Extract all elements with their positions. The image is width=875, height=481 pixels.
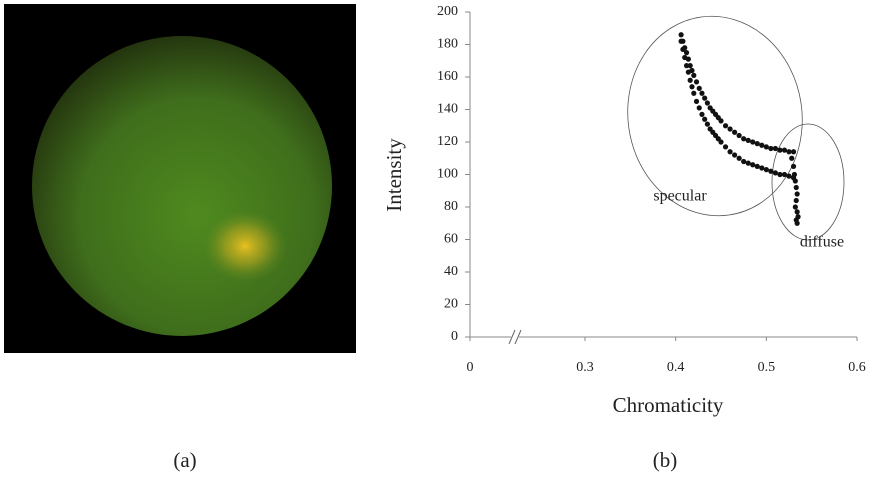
point	[741, 136, 746, 141]
y-tick-label: 120	[437, 134, 458, 149]
point	[782, 172, 787, 177]
x-tick-label: 0.6	[848, 360, 866, 375]
point	[694, 79, 699, 84]
point	[732, 130, 737, 135]
point	[679, 32, 684, 37]
caption: (a)	[173, 448, 196, 472]
point	[705, 122, 710, 127]
x-axis-label: Chromaticity	[613, 393, 724, 417]
annotation: specular	[653, 188, 707, 205]
point	[694, 99, 699, 104]
point	[750, 162, 755, 167]
point	[682, 55, 687, 60]
y-tick-label: 160	[437, 69, 458, 84]
point	[737, 133, 742, 138]
point	[723, 144, 728, 149]
point	[793, 204, 798, 209]
point	[786, 149, 791, 154]
point	[794, 185, 799, 190]
y-tick-label: 20	[444, 297, 458, 312]
point	[680, 47, 685, 52]
point	[764, 144, 769, 149]
point	[759, 143, 764, 148]
point	[723, 123, 728, 128]
point	[759, 165, 764, 170]
point	[697, 105, 702, 110]
point	[718, 139, 723, 144]
point	[691, 73, 696, 78]
y-axis-label: Intensity	[382, 138, 406, 212]
point	[764, 167, 769, 172]
point	[755, 164, 760, 169]
point	[746, 161, 751, 166]
highlight	[203, 210, 287, 282]
point	[795, 191, 800, 196]
point	[727, 126, 732, 131]
y-tick-label: 100	[437, 167, 458, 182]
x-tick-label: 0.4	[667, 360, 685, 375]
point	[791, 149, 796, 154]
point	[705, 100, 710, 105]
point	[777, 148, 782, 153]
point	[791, 164, 796, 169]
point	[697, 86, 702, 91]
point	[773, 146, 778, 151]
y-tick-label: 140	[437, 102, 458, 117]
y-tick-label: 60	[444, 232, 458, 247]
point	[755, 141, 760, 146]
point	[786, 174, 791, 179]
point	[686, 70, 691, 75]
y-tick-label: 0	[451, 329, 458, 344]
photo	[4, 4, 356, 353]
point	[750, 139, 755, 144]
point	[768, 146, 773, 151]
point	[732, 152, 737, 157]
point	[699, 112, 704, 117]
caption: (b)	[653, 448, 678, 472]
point	[794, 198, 799, 203]
point	[702, 96, 707, 101]
point	[777, 172, 782, 177]
x-tick-label: 0.5	[758, 360, 776, 375]
point	[689, 84, 694, 89]
point	[727, 149, 732, 154]
point	[702, 117, 707, 122]
point	[792, 172, 797, 177]
point	[789, 156, 794, 161]
x-tick-label: 0	[467, 360, 474, 375]
point	[795, 221, 800, 226]
point	[679, 39, 684, 44]
point	[718, 118, 723, 123]
point	[746, 138, 751, 143]
sphere	[32, 36, 332, 336]
y-tick-label: 200	[437, 4, 458, 19]
point	[688, 78, 693, 83]
point	[691, 91, 696, 96]
annotation: diffuse	[800, 234, 844, 251]
point	[795, 209, 800, 214]
figure: (a) (b) Chromaticity Intensity 0 20 40 60 80…	[0, 0, 875, 481]
point	[793, 178, 798, 183]
point	[773, 170, 778, 175]
point	[699, 91, 704, 96]
y-tick-label: 80	[444, 199, 458, 214]
point	[737, 156, 742, 161]
point	[782, 148, 787, 153]
point	[684, 63, 689, 68]
point	[741, 159, 746, 164]
x-tick-label: 0.3	[576, 360, 594, 375]
y-tick-label: 180	[437, 37, 458, 52]
y-tick-label: 40	[444, 264, 458, 279]
point	[768, 169, 773, 174]
